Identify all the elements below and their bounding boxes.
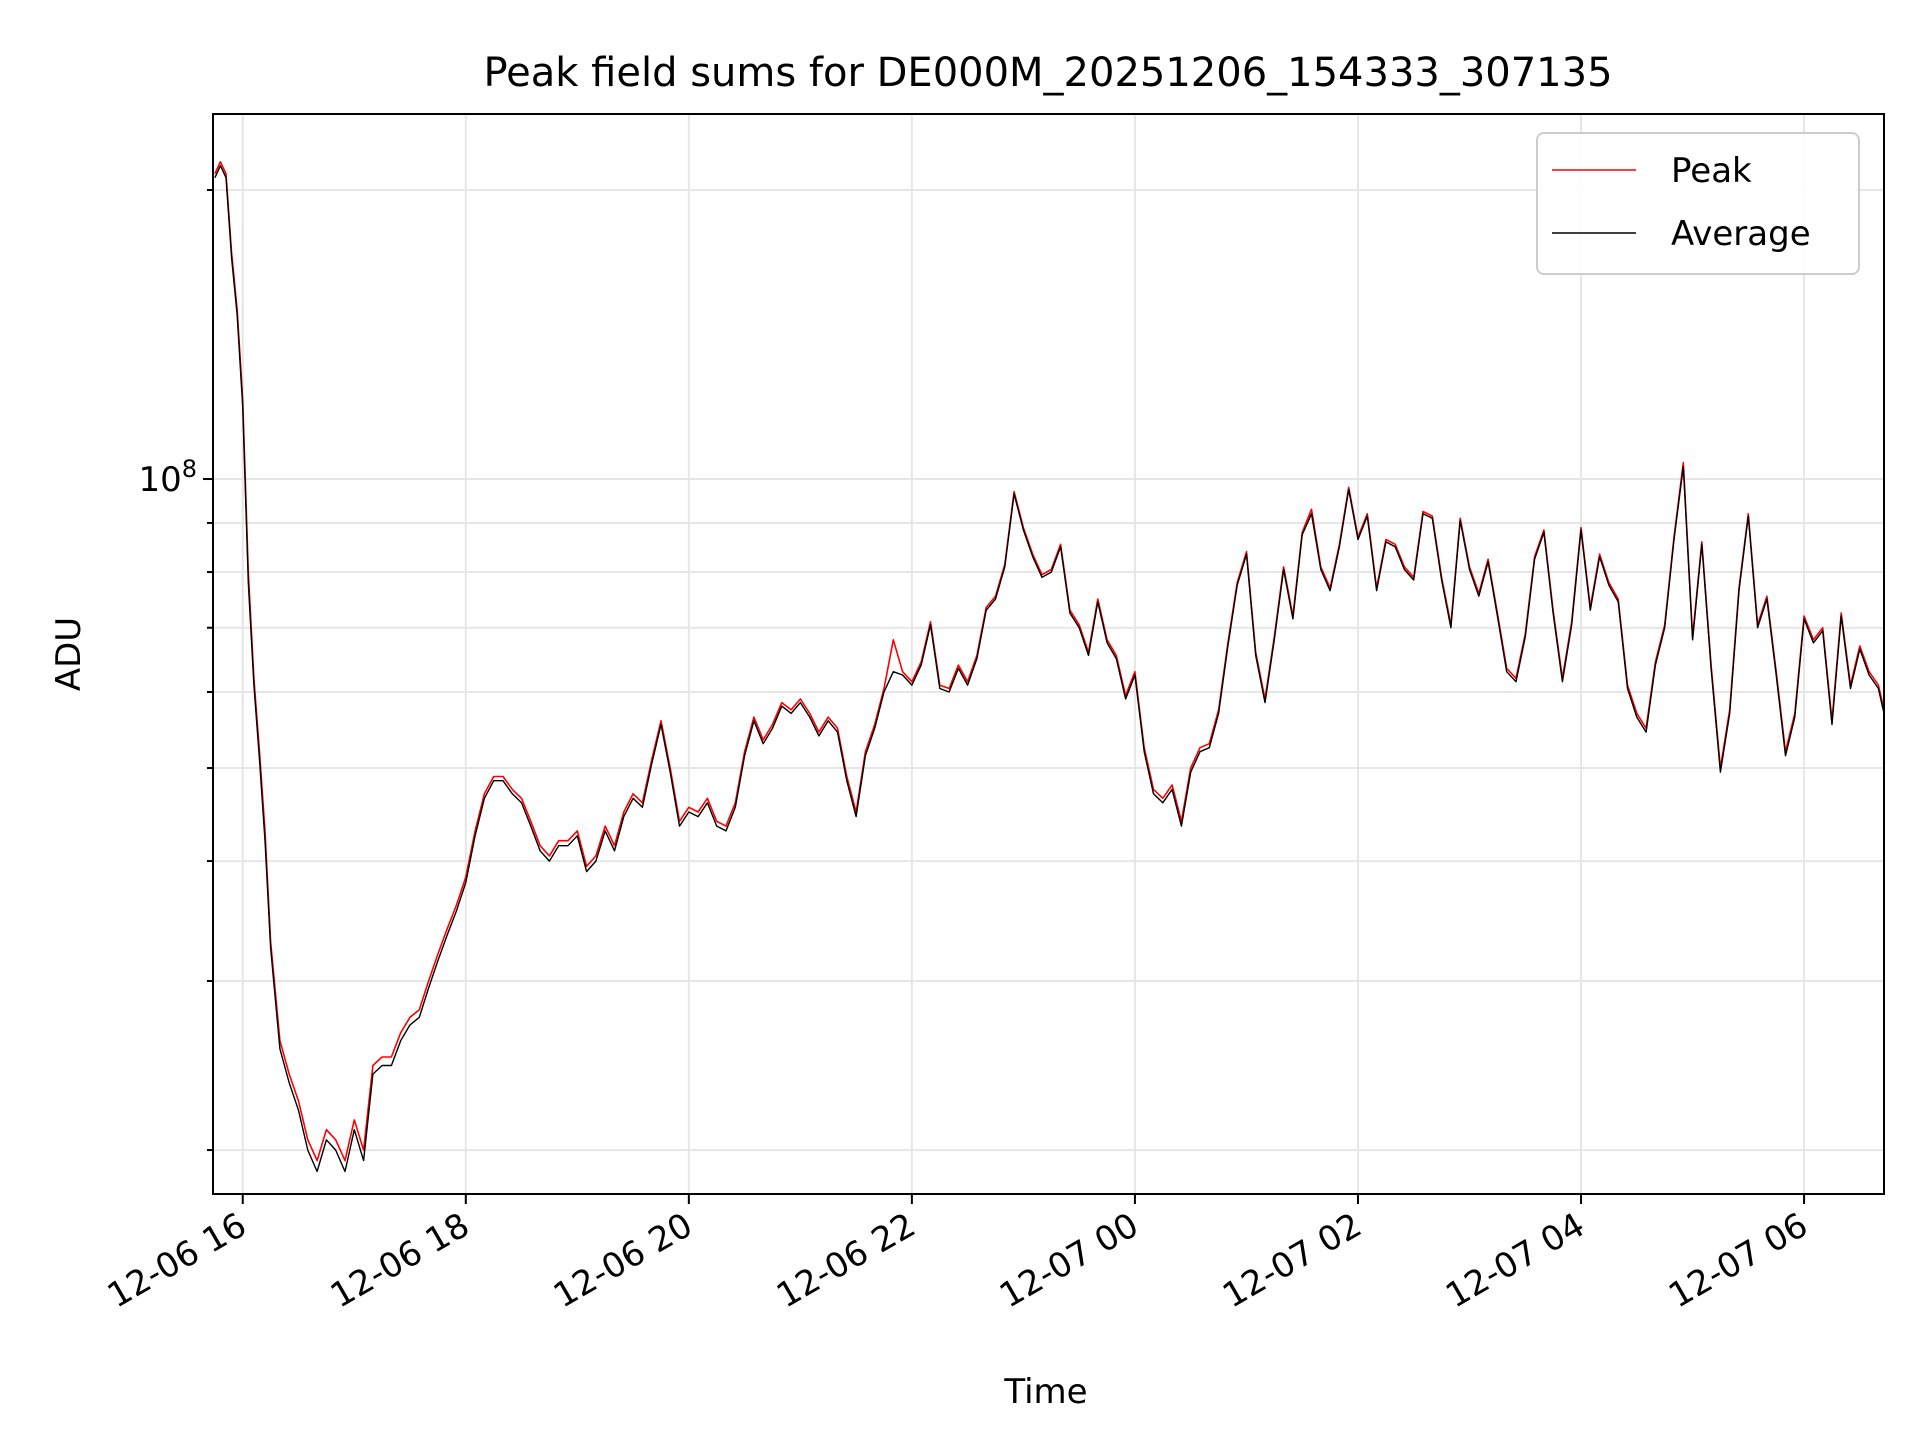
x-axis-label: Time — [1003, 1372, 1087, 1412]
legend-peak-label: Peak — [1671, 151, 1752, 191]
legend-box — [1536, 132, 1860, 275]
y-tick-label: 108 — [138, 455, 197, 500]
series-line-average — [214, 165, 1885, 1173]
chart-title: Peak field sums for DE000M_20251206_1543… — [483, 50, 1612, 96]
y-axis-label: ADU — [49, 617, 89, 691]
legend-average-label: Average — [1671, 214, 1811, 254]
axes-frame — [212, 113, 1885, 1195]
plot-area — [214, 161, 1885, 1173]
legend: Peak Average — [1536, 132, 1860, 275]
series-line-peak — [214, 161, 1885, 1162]
